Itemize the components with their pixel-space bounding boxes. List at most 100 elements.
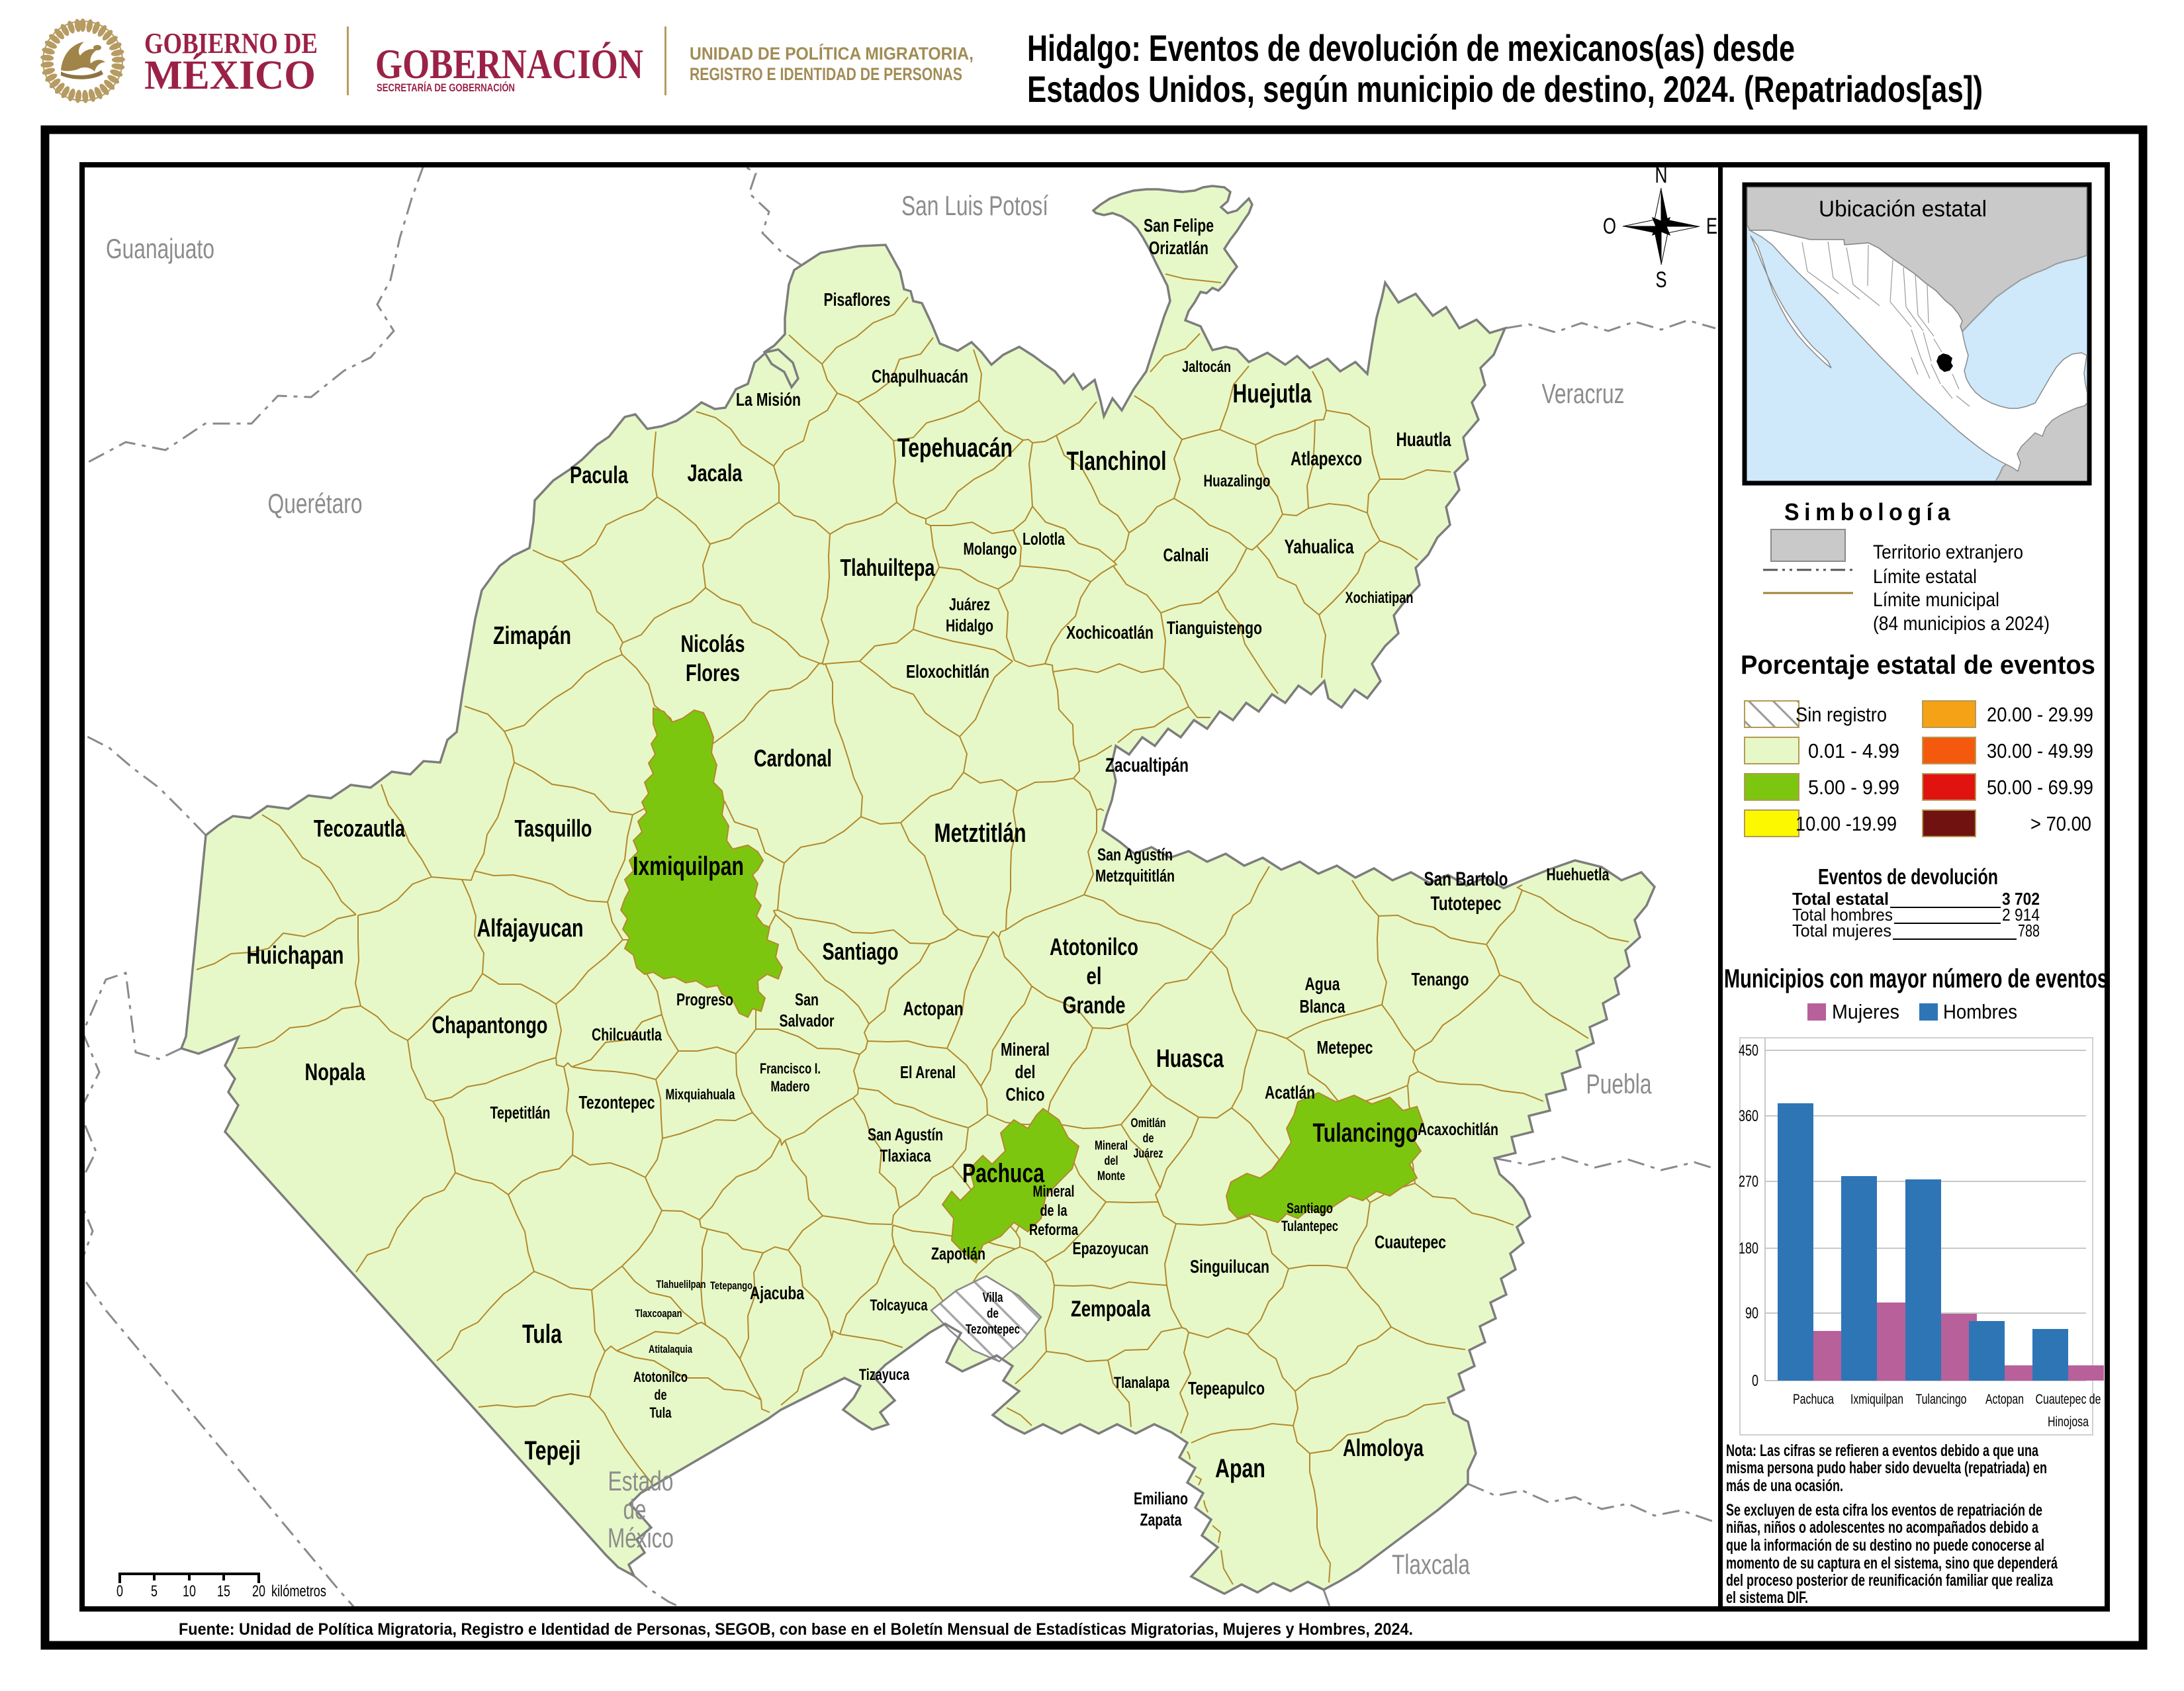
svg-text:Epazoyucan: Epazoyucan	[1073, 1238, 1149, 1258]
svg-text:niñas, niños o adolescentes no: niñas, niños o adolescentes no acompañad…	[1726, 1518, 2039, 1537]
svg-text:Omitlán: Omitlán	[1131, 1117, 1166, 1130]
svg-text:Pachuca: Pachuca	[1793, 1392, 1834, 1407]
svg-text:el: el	[1087, 962, 1102, 989]
svg-text:Atlapexco: Atlapexco	[1291, 448, 1362, 470]
svg-text:La Misión: La Misión	[736, 389, 801, 410]
svg-text:Chapulhuacán: Chapulhuacán	[872, 366, 968, 387]
svg-text:Calnali: Calnali	[1163, 545, 1209, 565]
svg-text:Santiago: Santiago	[823, 938, 899, 965]
svg-text:Pachuca: Pachuca	[962, 1159, 1045, 1188]
svg-text:Hidalgo: Eventos de devolución: Hidalgo: Eventos de devolución de mexica…	[1027, 27, 1795, 69]
svg-text:Metepec: Metepec	[1317, 1037, 1373, 1058]
svg-text:Ixmiquilpan: Ixmiquilpan	[633, 852, 744, 881]
svg-text:el sistema DIF.: el sistema DIF.	[1726, 1588, 1808, 1607]
svg-text:E: E	[1706, 214, 1717, 239]
svg-text:UNIDAD DE POLÍTICA MIGRATORIA,: UNIDAD DE POLÍTICA MIGRATORIA,	[690, 43, 974, 64]
svg-text:Zempoala: Zempoala	[1071, 1297, 1151, 1322]
svg-text:Tutotepec: Tutotepec	[1431, 893, 1502, 915]
svg-text:Grande: Grande	[1063, 991, 1126, 1019]
svg-text:Veracruz: Veracruz	[1542, 378, 1625, 409]
svg-text:Pisaflores: Pisaflores	[824, 289, 891, 310]
svg-text:de: de	[655, 1387, 667, 1403]
svg-text:O: O	[1603, 214, 1616, 239]
svg-text:Alfajayucan: Alfajayucan	[477, 915, 584, 942]
svg-text:Emiliano: Emiliano	[1134, 1488, 1188, 1508]
svg-text:Mineral: Mineral	[1095, 1139, 1128, 1153]
svg-text:Mixquiahuala: Mixquiahuala	[666, 1086, 736, 1103]
svg-text:Chapantongo: Chapantongo	[432, 1011, 548, 1038]
svg-text:Villa: Villa	[983, 1291, 1004, 1305]
svg-text:Hinojosa: Hinojosa	[2048, 1414, 2089, 1430]
svg-text:Mineral: Mineral	[1001, 1039, 1050, 1060]
svg-text:del: del	[1015, 1062, 1036, 1082]
svg-text:Fuente: Unidad de Política Mig: Fuente: Unidad de Política Migratoria, R…	[179, 1620, 1413, 1639]
svg-text:Francisco I.: Francisco I.	[760, 1060, 821, 1077]
svg-text:20: 20	[252, 1582, 265, 1600]
svg-text:Hombres: Hombres	[1943, 1000, 2017, 1023]
svg-text:Zacualtipán: Zacualtipán	[1105, 754, 1189, 776]
svg-text:Simbología: Simbología	[1784, 498, 1955, 526]
svg-text:que la información de su desti: que la información de su destino no pued…	[1726, 1536, 2044, 1555]
svg-text:Atotonilco: Atotonilco	[1050, 933, 1138, 960]
svg-text:Huasca: Huasca	[1156, 1045, 1224, 1073]
svg-text:788: 788	[2018, 921, 2040, 940]
svg-text:Ubicación estatal: Ubicación estatal	[1819, 197, 1987, 222]
svg-text:Tulancingo: Tulancingo	[1916, 1392, 1967, 1407]
svg-text:Chico: Chico	[1006, 1084, 1045, 1105]
svg-text:Tolcayuca: Tolcayuca	[870, 1297, 928, 1314]
svg-text:San Agustín: San Agustín	[1097, 845, 1173, 864]
svg-text:El Arenal: El Arenal	[900, 1062, 956, 1082]
svg-text:de: de	[987, 1306, 999, 1321]
svg-text:Estado: Estado	[608, 1465, 674, 1496]
svg-text:Tepetitlán: Tepetitlán	[490, 1103, 551, 1122]
svg-text:180: 180	[1739, 1240, 1758, 1257]
svg-text:Límite municipal: Límite municipal	[1873, 589, 1999, 611]
svg-text:Tlahuelilpan: Tlahuelilpan	[657, 1278, 706, 1291]
svg-text:Tlaxcoapan: Tlaxcoapan	[635, 1307, 682, 1320]
svg-text:Ixmiquilpan: Ixmiquilpan	[1850, 1392, 1903, 1407]
svg-text:Orizatlán: Orizatlán	[1149, 238, 1208, 258]
svg-text:más de una ocasión.: más de una ocasión.	[1726, 1477, 1843, 1495]
svg-text:Nicolás: Nicolás	[681, 630, 745, 657]
svg-text:15: 15	[217, 1582, 230, 1600]
svg-text:Ajacuba: Ajacuba	[750, 1283, 804, 1303]
svg-text:Flores: Flores	[686, 659, 740, 686]
svg-text:Tulancingo: Tulancingo	[1313, 1119, 1418, 1148]
svg-text:Chilcuautla: Chilcuautla	[592, 1025, 662, 1044]
svg-text:Santiago: Santiago	[1287, 1200, 1333, 1216]
svg-text:10: 10	[183, 1582, 196, 1600]
svg-text:del: del	[1105, 1154, 1118, 1168]
svg-text:Jaltocán: Jaltocán	[1182, 358, 1231, 376]
svg-text:misma persona pudo haber sido: misma persona pudo haber sido devuelta (…	[1726, 1459, 2047, 1477]
svg-text:Eventos de devolución: Eventos de devolución	[1818, 864, 1998, 889]
svg-text:Tula: Tula	[522, 1320, 563, 1349]
svg-text:Eloxochitlán: Eloxochitlán	[906, 661, 989, 682]
svg-text:Reforma: Reforma	[1029, 1221, 1078, 1239]
svg-text:3 702: 3 702	[2002, 889, 2040, 909]
svg-text:GOBERNACIÓN: GOBERNACIÓN	[375, 40, 643, 87]
svg-text:Puebla: Puebla	[1586, 1068, 1652, 1099]
svg-text:Nota: Las cifras se refieren a: Nota: Las cifras se refieren a eventos d…	[1726, 1441, 2039, 1460]
svg-text:Agua: Agua	[1305, 974, 1340, 994]
svg-text:Total estatal: Total estatal	[1792, 889, 1889, 909]
svg-text:450: 450	[1739, 1042, 1758, 1060]
svg-text:momento de su captura en el si: momento de su captura en el sistema, sin…	[1726, 1554, 2058, 1573]
svg-text:Sin registro: Sin registro	[1796, 703, 1887, 726]
svg-text:Huichapan: Huichapan	[247, 942, 344, 970]
svg-text:S: S	[1656, 267, 1667, 293]
svg-text:Guanajuato: Guanajuato	[106, 233, 214, 264]
svg-text:270: 270	[1739, 1173, 1758, 1191]
svg-text:N: N	[1655, 163, 1668, 188]
svg-text:de: de	[1143, 1132, 1154, 1146]
svg-text:Apan: Apan	[1215, 1454, 1265, 1483]
svg-text:Actopan: Actopan	[1985, 1392, 2024, 1407]
svg-text:Tetepango: Tetepango	[710, 1279, 752, 1292]
svg-text:Tepeapulco: Tepeapulco	[1188, 1378, 1265, 1398]
svg-text:México: México	[608, 1522, 674, 1553]
svg-text:Tepehuacán: Tepehuacán	[897, 434, 1013, 463]
svg-text:Municipios con mayor número de: Municipios con mayor número de eventos	[1724, 964, 2108, 993]
svg-text:5: 5	[151, 1582, 158, 1600]
svg-text:Madero: Madero	[771, 1078, 810, 1095]
svg-text:Pacula: Pacula	[570, 461, 629, 488]
svg-text:Jacala: Jacala	[688, 459, 743, 486]
